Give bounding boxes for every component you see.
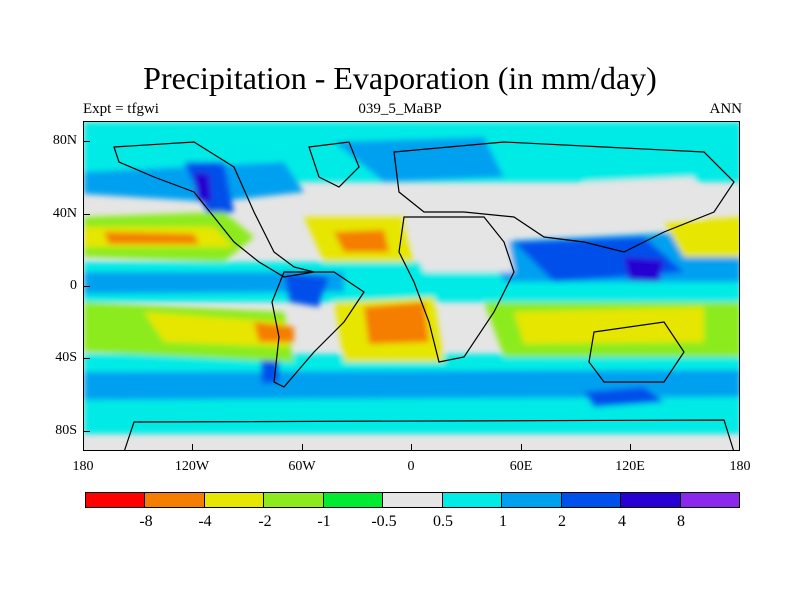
ytick-label: 80N — [52, 133, 77, 148]
colorbar-segment — [145, 493, 205, 507]
experiment-label: Expt = tfgwi — [83, 101, 159, 117]
colorbar-label: -8 — [139, 513, 153, 530]
colorbar-segment — [502, 493, 562, 507]
colorbar-segment — [561, 493, 622, 507]
north-america-outline — [113, 141, 315, 278]
colorbar-label: -1 — [317, 513, 331, 530]
map-panel — [83, 121, 740, 451]
pacific-nw-core — [194, 172, 212, 202]
age-label: 039_5_MaBP — [358, 101, 442, 117]
australia-outline — [588, 321, 685, 383]
season-label: ANN — [709, 101, 743, 117]
ytick-label: 80S — [55, 423, 77, 438]
map-canvas — [84, 122, 739, 450]
itcz-pacific — [84, 272, 344, 294]
colorbar-segment — [680, 493, 739, 507]
australia-south-wet — [584, 387, 664, 407]
ytick-label: 0 — [70, 278, 77, 293]
central-asia-neutral — [584, 177, 704, 222]
southern-ocean-wet — [84, 370, 739, 400]
south-pacific-subtrop-yellow — [144, 312, 289, 347]
west-pacific-subtrop — [664, 217, 739, 257]
colorbar-label: -0.5 — [371, 513, 397, 530]
sahara-neutral — [404, 217, 514, 272]
colorbar — [85, 492, 740, 508]
xtick-label: 120W — [174, 459, 210, 474]
xtick-label: 180 — [729, 459, 751, 474]
greenland-outline — [308, 141, 360, 188]
colorbar-segment — [264, 493, 324, 507]
colorbar-label: -4 — [198, 513, 212, 530]
colorbar-segment — [204, 493, 265, 507]
ytick-mark — [83, 286, 90, 287]
colorbar-label: 2 — [558, 513, 566, 530]
ytick-label: 40S — [55, 350, 77, 365]
ytick-label: 40N — [52, 206, 77, 221]
africa-outline — [398, 216, 515, 363]
colorbar-label: -2 — [258, 513, 272, 530]
field-layers — [84, 122, 739, 434]
xtick-label: 120E — [615, 459, 645, 474]
xtick-label: 0 — [407, 459, 415, 474]
xtick-label: 60W — [288, 459, 316, 474]
south-atlantic-orange — [364, 302, 429, 344]
colorbar-segment — [323, 493, 384, 507]
colorbar-segment — [442, 493, 503, 507]
colorbar-segment — [621, 493, 681, 507]
xtick-mark — [411, 444, 412, 451]
xtick-label: 60E — [509, 459, 533, 474]
xtick-mark — [630, 444, 631, 451]
north-atlantic-subtrop-orange — [334, 230, 389, 252]
ytick-mark — [83, 431, 90, 432]
south-indian-subtrop-yellow — [514, 307, 704, 344]
north-pacific-subtrop-orange — [104, 232, 199, 244]
xtick-mark — [302, 444, 303, 451]
xtick-mark — [192, 444, 193, 451]
south-pacific-subtrop-orange — [254, 322, 294, 342]
antarctica-outline — [124, 419, 735, 450]
map-title: Precipitation - Evaporation (in mm/day) — [143, 60, 657, 96]
north-atlantic-wet — [334, 137, 504, 182]
colorbar-label: 0.5 — [433, 513, 453, 530]
coastlines — [113, 141, 735, 450]
eurasia-outline — [393, 141, 735, 253]
south-america-outline — [271, 271, 365, 388]
colorbar-segment — [86, 493, 146, 507]
ytick-mark — [83, 141, 90, 142]
xtick-mark — [521, 444, 522, 451]
colorbar-label: 1 — [499, 513, 507, 530]
amazon-wet — [284, 272, 329, 307]
colorbar-label: 8 — [677, 513, 685, 530]
ytick-mark — [83, 358, 90, 359]
xtick-label: 180 — [72, 459, 94, 474]
colorbar-label: 4 — [618, 513, 626, 530]
maritime-continent-core — [624, 257, 664, 282]
colorbar-segment — [383, 493, 443, 507]
ytick-mark — [83, 214, 90, 215]
